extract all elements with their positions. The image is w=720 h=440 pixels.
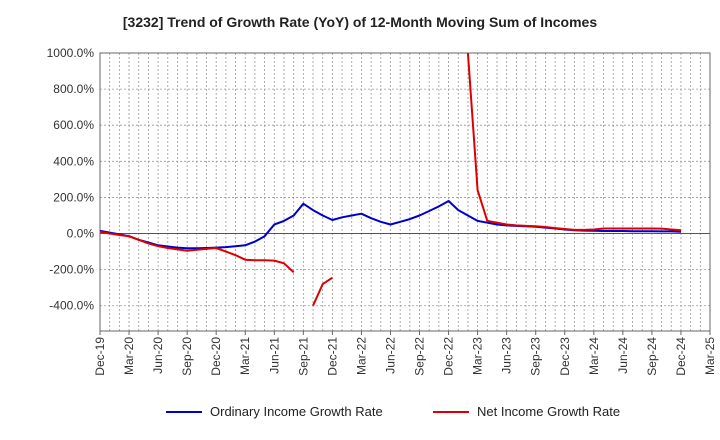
series-line-net-income [100, 230, 295, 274]
x-tick-label: Dec-23 [558, 337, 572, 376]
legend-item-ordinary-income: Ordinary Income Growth Rate [166, 404, 383, 419]
axis-layer: -400.0% -200.0% 0.0% 200.0% 400.0% 600.0% 800.… [47, 46, 717, 376]
y-tick-label: 400.0% [53, 154, 94, 168]
x-tick-label: Jun-23 [500, 337, 514, 374]
x-tick-label: Jun-20 [151, 337, 165, 374]
y-tick-label: -200.0% [49, 263, 94, 277]
x-tick-label: Dec-22 [442, 337, 456, 376]
x-tick-label: Mar-20 [122, 337, 136, 375]
chart-title: [3232] Trend of Growth Rate (YoY) of 12-… [122, 14, 598, 30]
legend-swatch-ordinary-income [166, 410, 202, 413]
legend-label-net-income: Net Income Growth Rate [477, 404, 621, 419]
x-tick-label: Mar-21 [238, 337, 252, 375]
x-tick-label: Mar-25 [703, 337, 717, 375]
x-tick-label: Mar-22 [354, 337, 368, 375]
x-tick-label: Sep-22 [413, 337, 427, 376]
x-tick-label: Mar-23 [471, 337, 485, 375]
x-tick-label: Jun-22 [383, 337, 397, 374]
y-tick-label: 200.0% [53, 190, 94, 204]
grid-layer [100, 52, 710, 331]
legend: Ordinary Income Growth Rate Net Income G… [0, 404, 720, 426]
x-tick-label: Sep-23 [529, 337, 543, 376]
y-tick-label: 0.0% [67, 227, 95, 241]
x-tick-label: Jun-24 [616, 337, 630, 374]
y-tick-label: 600.0% [53, 118, 94, 132]
x-tick-label: Jun-21 [267, 337, 281, 374]
x-tick-label: Dec-24 [674, 337, 688, 376]
x-tick-label: Dec-19 [93, 337, 107, 376]
y-tick-label: -400.0% [49, 299, 94, 313]
y-tick-label: 800.0% [53, 82, 94, 96]
series-line-net-income [466, 53, 682, 232]
series-line-net-income [312, 276, 333, 307]
x-tick-label: Mar-24 [587, 337, 601, 375]
series-layer [100, 53, 682, 307]
x-tick-label: Dec-20 [209, 337, 223, 376]
plot-frame [99, 52, 711, 332]
x-tick-label: Sep-20 [180, 337, 194, 376]
x-tick-label: Sep-24 [645, 337, 659, 376]
legend-swatch-net-income [433, 410, 469, 413]
legend-item-net-income: Net Income Growth Rate [433, 404, 620, 419]
x-tick-label: Sep-21 [296, 337, 310, 376]
x-tick-label: Dec-21 [325, 337, 339, 376]
y-tick-label: 1000.0% [47, 46, 95, 60]
legend-label-ordinary-income: Ordinary Income Growth Rate [210, 404, 383, 419]
